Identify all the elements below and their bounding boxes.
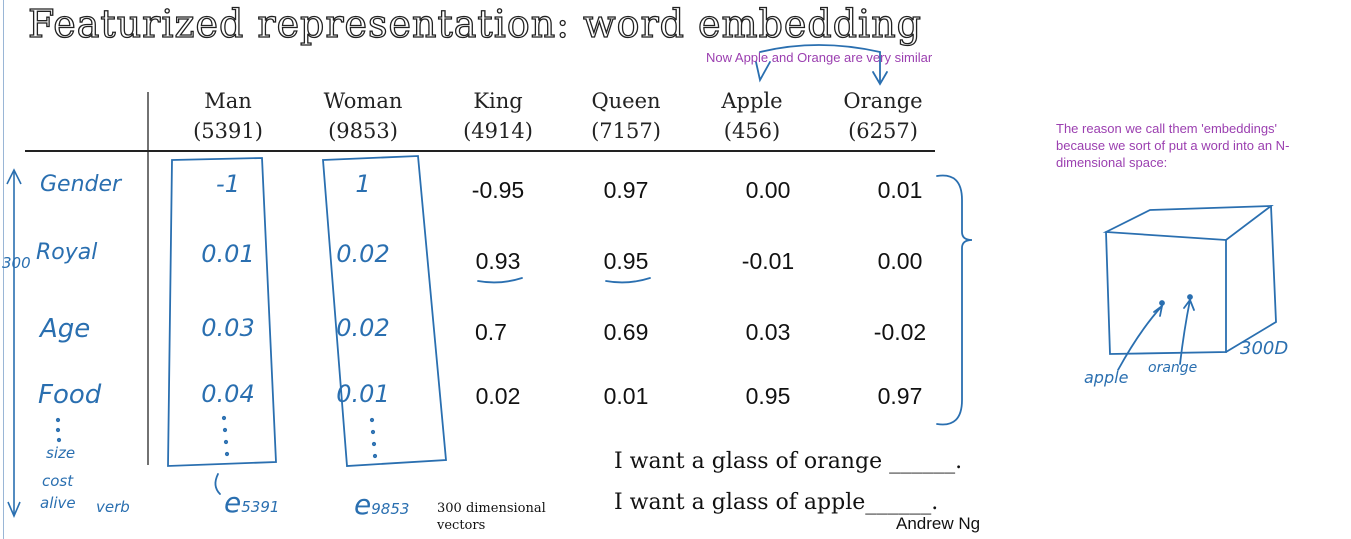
col-index: (456) xyxy=(723,119,781,143)
cell-age-king: 0.7 xyxy=(475,319,507,345)
feature-verb: verb xyxy=(96,498,130,516)
feature-food: Food xyxy=(38,380,102,410)
col-word: King xyxy=(473,89,523,113)
vector-subscript: 5391 xyxy=(241,498,280,516)
feature-size: size xyxy=(46,444,76,462)
dimension-arrow xyxy=(6,168,22,519)
vector-ellipsis-man xyxy=(221,415,230,457)
feature-gender: Gender xyxy=(40,172,122,197)
feature-cost: cost xyxy=(42,472,74,490)
cell-age-queen: 0.69 xyxy=(603,319,649,345)
vector-box-man xyxy=(167,157,277,467)
cube-label-dim: 300D xyxy=(1240,338,1289,359)
feature-age: Age xyxy=(40,314,91,344)
col-index: (6257) xyxy=(848,119,918,143)
cell-gender-apple: 0.00 xyxy=(745,177,791,203)
cell-royal-man: 0.01 xyxy=(201,240,255,268)
vectors-caption: 300 dimensional vectors xyxy=(437,501,546,533)
vector-letter: e xyxy=(354,488,372,521)
col-word: Orange xyxy=(843,89,923,113)
cell-food-apple: 0.95 xyxy=(745,383,791,409)
cell-food-queen: 0.01 xyxy=(603,383,649,409)
cell-food-king: 0.02 xyxy=(475,383,521,409)
author-signature: Andrew Ng xyxy=(896,514,981,533)
slide-title: Featurized representation: word embeddin… xyxy=(27,1,922,46)
cell-gender-queen: 0.97 xyxy=(603,177,649,203)
cell-food-orange: 0.97 xyxy=(877,383,923,409)
cell-royal-orange: 0.00 xyxy=(877,248,923,274)
left-margin-line xyxy=(3,0,4,539)
cell-food-woman: 0.01 xyxy=(336,380,390,408)
col-index: (4914) xyxy=(463,119,533,143)
col-header-orange: Orange (6257) xyxy=(823,86,943,146)
dimension-count: 300 xyxy=(2,254,31,272)
example-sentence-apple: I want a glass of apple______. xyxy=(614,490,939,515)
col-word: Queen xyxy=(591,89,661,113)
right-brace xyxy=(936,174,973,426)
col-header-man: Man (5391) xyxy=(168,86,288,146)
cell-gender-man: -1 xyxy=(216,170,240,198)
col-index: (7157) xyxy=(591,119,661,143)
cell-gender-king: -0.95 xyxy=(471,177,525,203)
col-word: Man xyxy=(204,89,252,113)
col-word: Woman xyxy=(323,89,403,113)
feature-royal: Royal xyxy=(36,240,98,265)
cell-age-man: 0.03 xyxy=(201,314,255,342)
cell-royal-queen: 0.95 xyxy=(603,248,649,274)
e-man-paren xyxy=(214,473,221,495)
col-header-woman: Woman (9853) xyxy=(303,86,423,146)
col-header-apple: Apple (456) xyxy=(692,86,812,146)
vector-ellipsis-woman xyxy=(369,417,378,459)
vector-letter: e xyxy=(224,486,242,519)
col-header-king: King (4914) xyxy=(438,86,558,146)
similar-connector xyxy=(759,44,881,53)
underline-queen-royal xyxy=(605,277,651,284)
cell-royal-woman: 0.02 xyxy=(336,240,390,268)
arrow-to-orange xyxy=(872,71,888,86)
col-index: (5391) xyxy=(193,119,263,143)
cube-label-apple: apple xyxy=(1084,368,1129,387)
feature-ellipsis xyxy=(55,417,62,443)
cell-food-man: 0.04 xyxy=(201,380,255,408)
col-word: Apple xyxy=(721,89,783,113)
cell-gender-woman: 1 xyxy=(355,170,371,198)
cell-age-woman: 0.02 xyxy=(336,314,390,342)
col-index: (9853) xyxy=(328,119,398,143)
example-sentence-orange: I want a glass of orange ______. xyxy=(614,449,963,474)
cube-label-orange: orange xyxy=(1148,360,1198,376)
feature-alive: alive xyxy=(40,494,76,512)
col-header-queen: Queen (7157) xyxy=(566,86,686,146)
cell-gender-orange: 0.01 xyxy=(877,177,923,203)
cell-royal-apple: -0.01 xyxy=(741,248,795,274)
cell-age-orange: -0.02 xyxy=(873,319,927,345)
vector-subscript: 9853 xyxy=(371,500,410,518)
arrow-to-apple xyxy=(755,61,771,83)
cube-drawing xyxy=(1102,205,1277,371)
annotation-embeddings: The reason we call them 'embeddings' bec… xyxy=(1056,121,1290,170)
cell-age-apple: 0.03 xyxy=(745,319,791,345)
cell-royal-king: 0.93 xyxy=(475,248,521,274)
annotation-similar: Now Apple and Orange are very similar xyxy=(706,50,933,65)
vector-label-man: e5391 xyxy=(224,486,279,519)
vector-box-woman xyxy=(322,155,447,467)
underline-king-royal xyxy=(477,277,523,284)
vector-label-woman: e9853 xyxy=(354,488,409,521)
